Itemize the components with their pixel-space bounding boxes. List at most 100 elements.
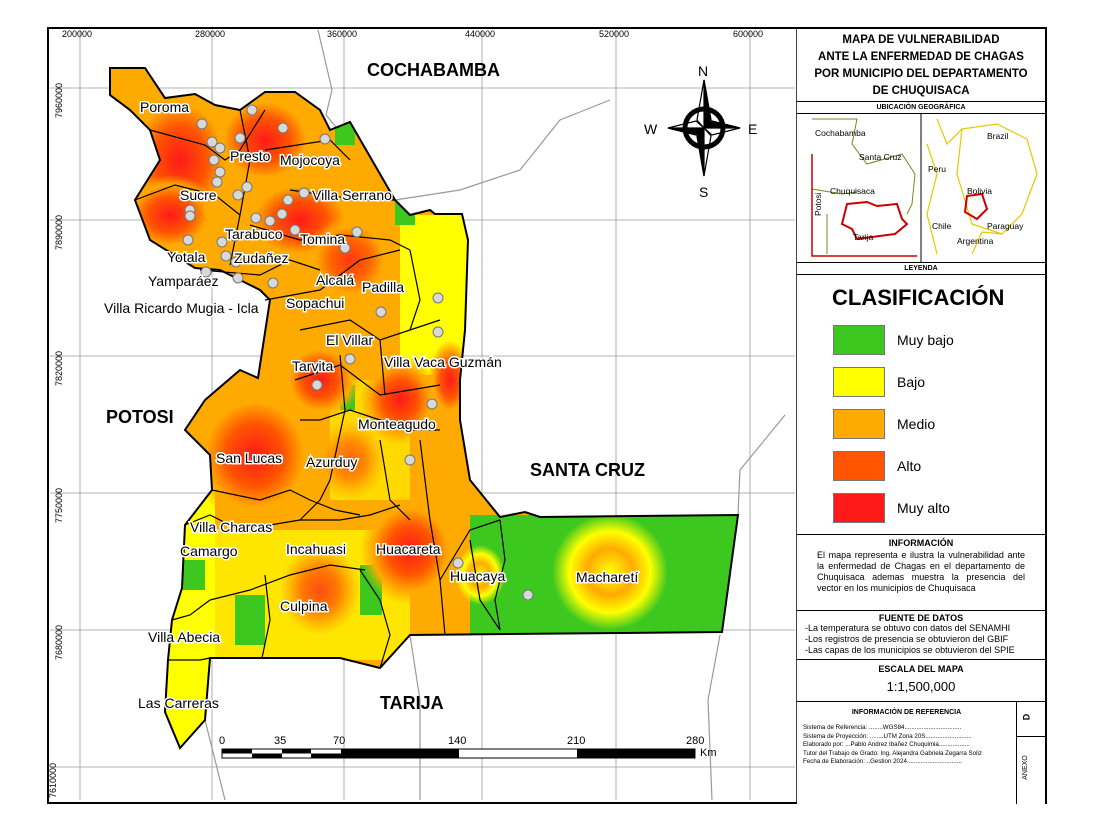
scale-panel: ESCALA DEL MAPA 1:1,500,000 [797, 659, 1045, 701]
info-text: El mapa representa e ilustra la vulnerab… [817, 550, 1025, 593]
coord-y: 7750000 [54, 488, 64, 523]
coord-x: 600000 [733, 29, 763, 39]
source-line: -La temperatura se obtuvo con datos del … [805, 623, 1011, 633]
legend-label: Alto [897, 458, 922, 474]
muni-label: Padilla [362, 279, 404, 295]
annex-label: ANEXO [1021, 755, 1029, 780]
reference-line: Fecha de Elaboración: ..Gestion 2024....… [803, 758, 962, 765]
muni-label: Presto [230, 148, 271, 164]
coord-x: 360000 [327, 29, 357, 39]
coord-x: 440000 [465, 29, 495, 39]
mini-label: Peru [928, 164, 946, 174]
compass-e: E [748, 121, 757, 137]
mini-label: Chuquisaca [830, 186, 875, 196]
title-line: MAPA DE VULNERABILIDAD [842, 34, 1000, 46]
muni-label: Azurduy [306, 454, 357, 470]
coord-x: 280000 [195, 29, 225, 39]
mini-label: Potosi [813, 192, 823, 216]
map-frame [47, 27, 1047, 804]
muni-label: Tarabuco [225, 226, 283, 242]
muni-label: Mojocoya [280, 152, 340, 168]
muni-label: El Villar [326, 332, 374, 348]
municipal-boundaries [134, 109, 506, 669]
muni-label: Culpina [280, 598, 328, 614]
mini-label: Santa Cruz [859, 152, 902, 162]
legend-swatch [833, 325, 885, 355]
muni-label: Tomina [300, 231, 345, 247]
scale-unit: Km [700, 747, 717, 759]
muni-label: Huacareta [376, 541, 441, 557]
compass-s: S [699, 184, 708, 200]
neighbor-boundaries [204, 29, 786, 801]
scale-tick: 0 [219, 735, 225, 747]
reference-line: Sistema de Proyección: ........UTM Zona … [803, 732, 972, 740]
location-panel: UBICACIÓN GEOGRÁFICA Cochabamba Santa Cr… [797, 101, 1045, 263]
muni-label: Sucre [180, 187, 217, 203]
coord-y: 7610000 [48, 763, 58, 798]
municipality-labels: Poroma Presto Mojocoya Sucre Villa Serra… [103, 98, 640, 713]
label-tarija: TARIJA [380, 693, 444, 713]
legend-label: Muy bajo [897, 332, 954, 348]
muni-label: Villa Ricardo Mugia - Icla [104, 300, 259, 316]
scale-tick: 70 [333, 735, 345, 747]
coord-y: 7890000 [54, 215, 64, 250]
legend-label: Bajo [897, 374, 926, 390]
location-header: UBICACIÓN GEOGRÁFICA [797, 102, 1045, 114]
mini-label: Tarija [853, 232, 874, 242]
scale-tick: 140 [448, 735, 466, 747]
label-santa-cruz: SANTA CRUZ [530, 460, 645, 480]
legend-title: CLASIFICACIÓN [832, 285, 1005, 310]
info-title: INFORMACIÓN [888, 538, 954, 548]
muni-label: Villa Charcas [190, 519, 272, 535]
compass-n: N [698, 63, 708, 79]
neighbor-labels: COCHABAMBA POTOSI SANTA CRUZ TARIJA [106, 60, 645, 713]
muni-label: Poroma [140, 99, 189, 115]
reference-panel: INFORMACIÓN DE REFERENCIA Sistema de Ref… [797, 701, 1045, 804]
legend-panel: LEYENDA CLASIFICACIÓN Muy bajo Bajo Medi… [797, 262, 1045, 534]
mini-label: Brazil [987, 131, 1008, 141]
mini-label: Bolivia [967, 186, 992, 196]
legend-swatch [833, 451, 885, 481]
mini-label: Chile [932, 221, 952, 231]
coord-x: 520000 [599, 29, 629, 39]
location-minimaps: Cochabamba Santa Cruz Chuquisaca Tarija … [797, 114, 1038, 263]
muni-label: Las Carreras [138, 695, 219, 711]
reference-title: INFORMACIÓN DE REFERENCIA [851, 709, 962, 716]
muni-label: Zudañez [234, 250, 288, 266]
sources-title: FUENTE DE DATOS [878, 613, 964, 623]
title-line: POR MUNICIPIO DEL DEPARTAMENTO [814, 68, 1028, 80]
muni-label: San Lucas [216, 450, 282, 466]
legend-swatch [833, 367, 885, 397]
scale-value: 1:1,500,000 [886, 679, 956, 694]
title-line: DE CHUQUISACA [872, 85, 970, 97]
muni-label: Villa Abecia [148, 629, 220, 645]
muni-label: Huacaya [450, 568, 505, 584]
title-line: ANTE LA ENFERMEDAD DE CHAGAS [818, 51, 1024, 63]
reference-line: Sistema de Referencia: ........WGS84....… [803, 724, 962, 731]
muni-label: Sopachui [286, 295, 344, 311]
muni-label: Alcalá [316, 272, 354, 288]
scale-tick: 210 [567, 735, 585, 747]
muni-label: Villa Serrano [312, 187, 392, 203]
sheet-letter: D [1021, 713, 1032, 721]
mini-label: Cochabamba [815, 128, 866, 138]
legend-label: Muy alto [897, 500, 950, 516]
department-raster [110, 68, 738, 748]
coord-y: 7820000 [54, 351, 64, 386]
sources-panel: FUENTE DE DATOS -La temperatura se obtuv… [797, 610, 1045, 659]
north-arrow: N S W E [644, 63, 757, 200]
muni-label: Villa Vaca Guzmán [384, 354, 502, 370]
muni-label: Tarvita [292, 358, 333, 374]
scale-title: ESCALA DEL MAPA [878, 664, 964, 674]
mini-label: Argentina [957, 236, 994, 246]
legend-header: LEYENDA [797, 263, 1045, 275]
muni-label: Incahuasi [286, 541, 346, 557]
muni-label: Macharetí [576, 569, 638, 585]
scale-tick: 280 [686, 735, 704, 747]
coord-x: 200000 [62, 29, 92, 39]
muni-label: Yamparáez [148, 273, 219, 289]
info-panel: INFORMACIÓN El mapa representa e ilustra… [797, 534, 1045, 610]
legend-label: Medio [897, 416, 936, 432]
coordinate-labels: 200000 280000 360000 440000 520000 60000… [48, 29, 763, 798]
